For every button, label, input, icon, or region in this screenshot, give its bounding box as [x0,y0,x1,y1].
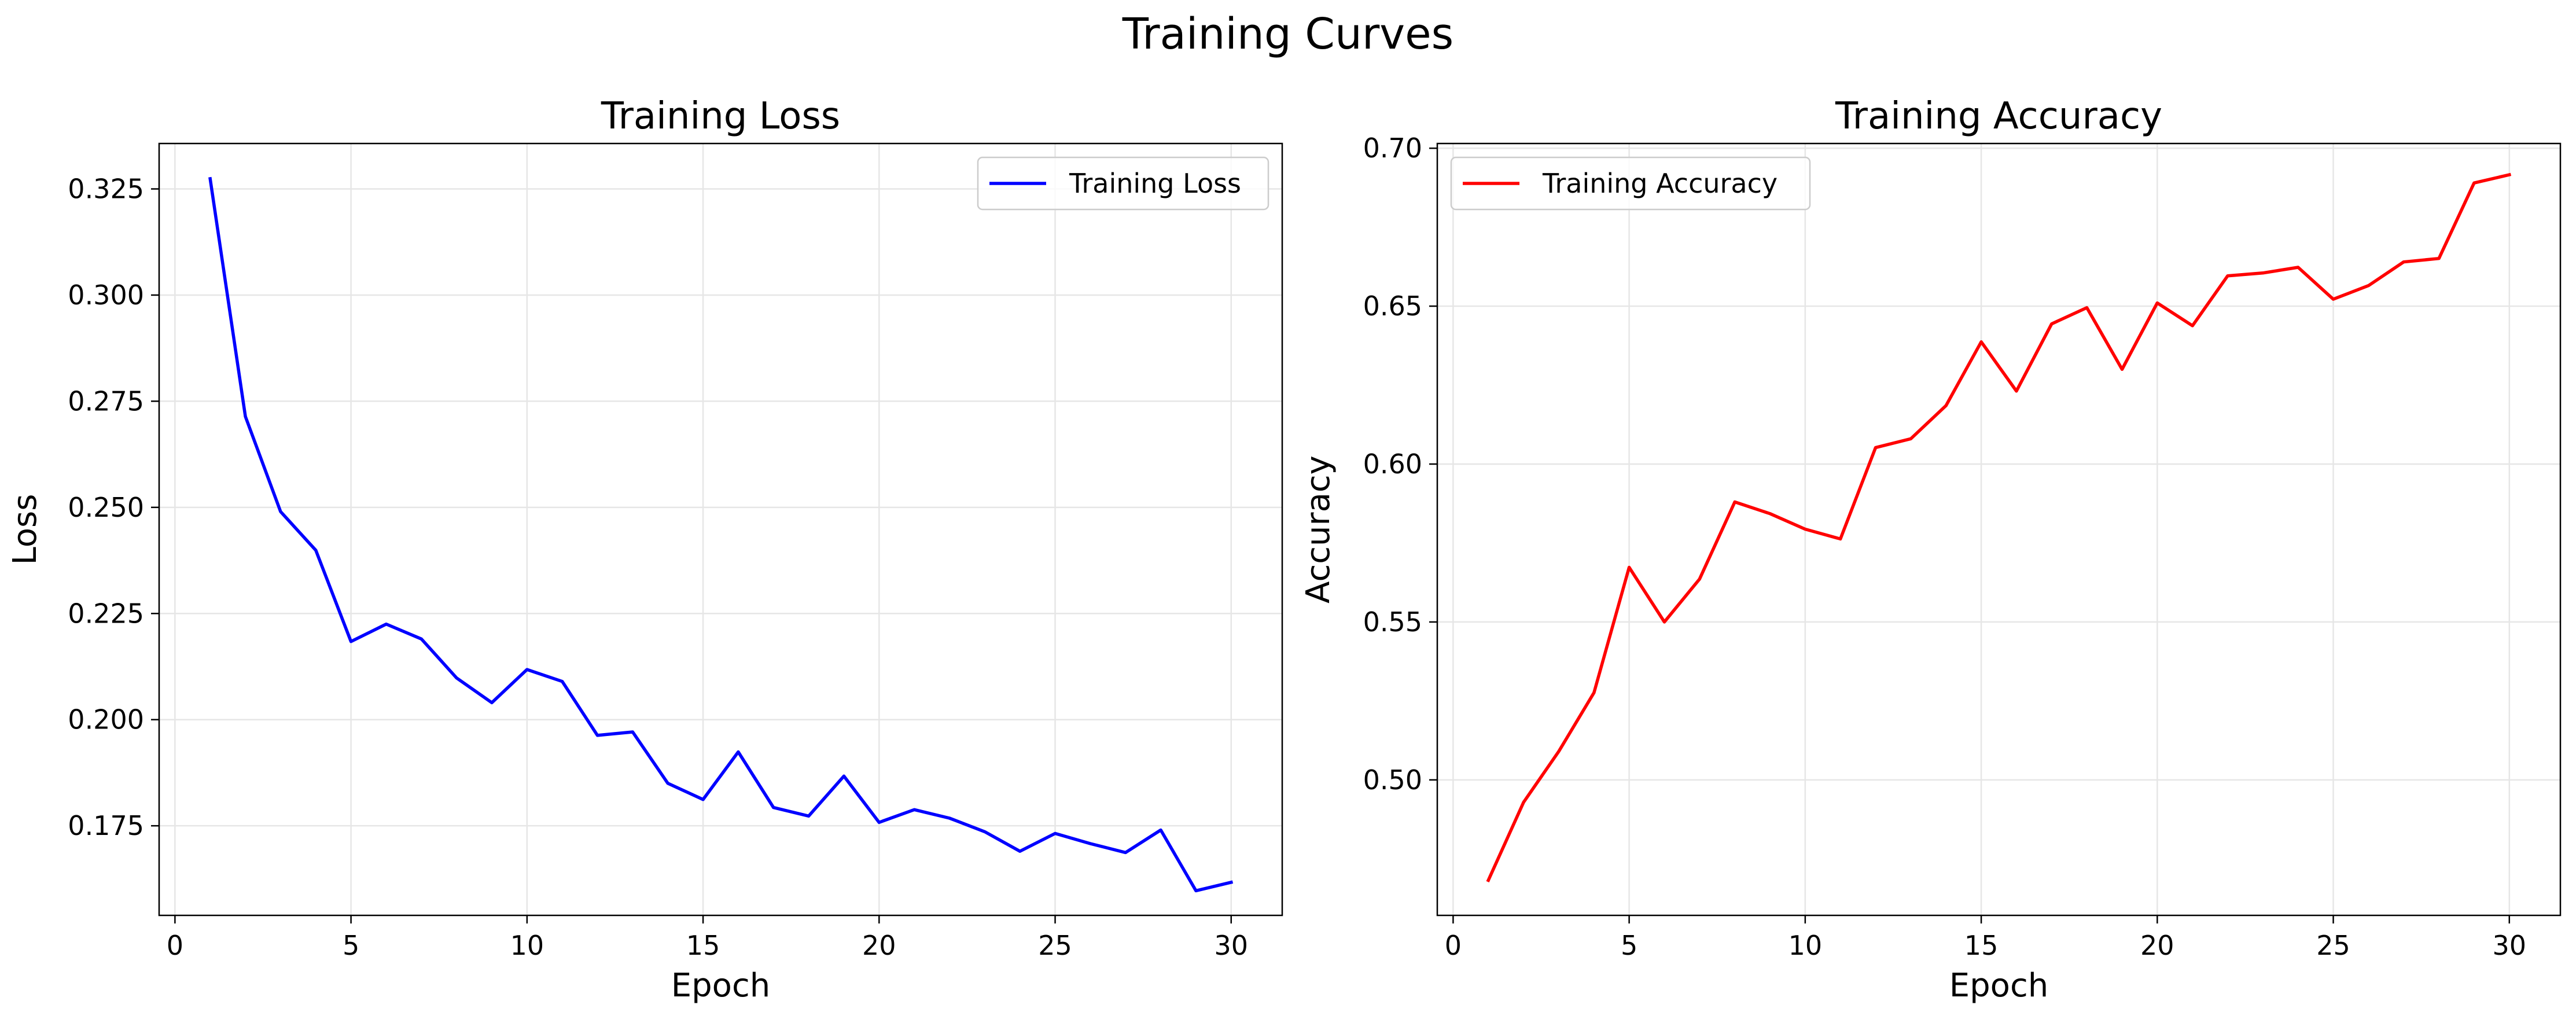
y-tick-label: 0.250 [68,492,144,523]
x-tick-label: 30 [1214,930,1248,961]
y-tick-label: 0.200 [68,704,144,735]
y-tick-label: 0.70 [1363,133,1422,164]
x-tick-label: 15 [686,930,720,961]
plot-frame [1436,142,2562,917]
legend: Training Accuracy [1450,156,1811,211]
y-tick-label: 0.60 [1363,448,1422,480]
x-tick-label: 10 [510,930,544,961]
series-line-loss [208,176,1234,893]
legend-label: Training Loss [1069,168,1241,199]
legend: Training Loss [977,156,1269,211]
y-tick-label: 0.50 [1363,764,1422,796]
x-tick-label: 15 [1964,930,1999,961]
plot-frame [158,142,1283,917]
chart-loss: 0 5 10 15 20 25 30 0.175 0.200 0.225 0.250 0.275 0.3… [6,95,1283,1004]
legend-box [1450,156,1811,211]
x-tick-label: 5 [343,930,359,961]
chart-accuracy: 0 5 10 15 20 25 30 0.50 0.55 0.60 0.65 0.70 Training… [1300,95,2562,1004]
y-tick-label: 0.325 [68,174,144,205]
chart-title: Training Accuracy [1835,95,2162,138]
figure-title: Training Curves [1122,9,1454,59]
y-axis-label: Accuracy [1300,455,1337,604]
x-tick-label: 20 [2140,930,2174,961]
x-axis-label: Epoch [671,967,770,1004]
y-tick-label: 0.65 [1363,290,1422,322]
x-tick-label: 30 [2492,930,2526,961]
x-axis-label: Epoch [1949,967,2048,1004]
x-tick-label: 5 [1621,930,1637,961]
x-tick-label: 0 [1445,930,1462,961]
x-tick-label: 25 [2316,930,2350,961]
y-tick-label: 0.300 [68,279,144,311]
x-tick-label: 25 [1038,930,1072,961]
y-axis-label: Loss [6,494,44,565]
y-tick-label: 0.175 [68,810,144,841]
x-tick-label: 20 [862,930,896,961]
legend-label: Training Accuracy [1542,168,1778,199]
series-line-accuracy [1486,172,2512,883]
y-tick-label: 0.225 [68,598,144,629]
x-tick-label: 10 [1789,930,1823,961]
legend-box [977,156,1269,211]
x-tick-label: 0 [167,930,183,961]
y-tick-label: 0.55 [1363,606,1422,638]
chart-title: Training Loss [601,95,840,138]
y-tick-label: 0.275 [68,385,144,417]
